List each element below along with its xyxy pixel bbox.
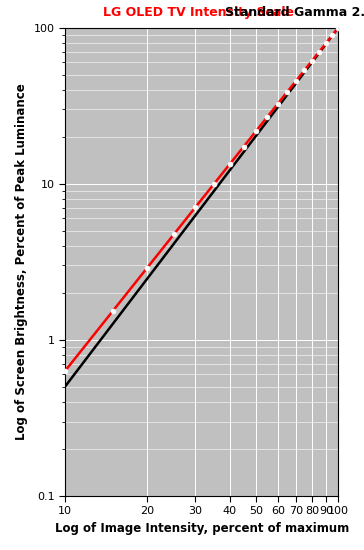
- X-axis label: Log of Image Intensity, percent of maximum: Log of Image Intensity, percent of maxim…: [55, 522, 349, 535]
- Text: LG OLED TV Intensity Scale: LG OLED TV Intensity Scale: [103, 6, 294, 19]
- Text: Standard Gamma 2.2: Standard Gamma 2.2: [225, 6, 364, 19]
- Y-axis label: Log of Screen Brightness, Percent of Peak Luminance: Log of Screen Brightness, Percent of Pea…: [15, 84, 28, 440]
